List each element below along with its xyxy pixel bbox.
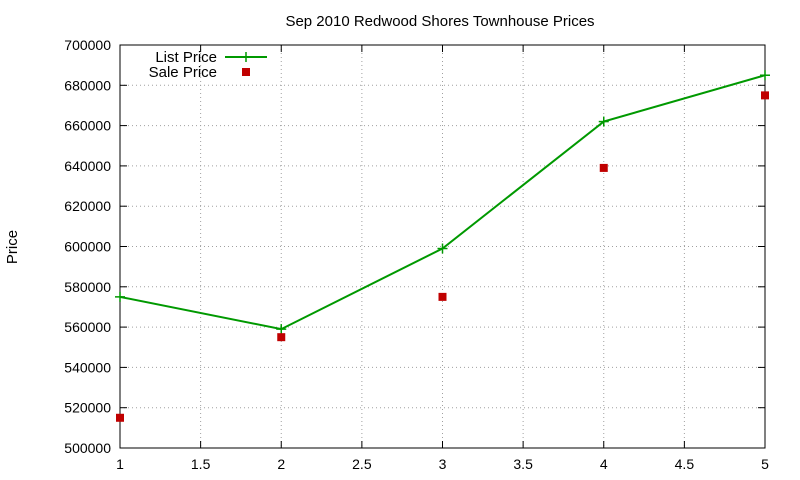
x-tick-label: 2 (277, 456, 285, 472)
y-tick-label: 700000 (64, 37, 111, 53)
y-tick-label: 600000 (64, 239, 111, 255)
y-tick-label: 660000 (64, 118, 111, 134)
x-tick-label: 3 (439, 456, 447, 472)
plot-frame (119, 44, 766, 449)
y-tick-label: 500000 (64, 440, 111, 456)
y-tick-label: 540000 (64, 359, 111, 375)
list-price-point (115, 291, 125, 302)
legend-square-marker (242, 68, 250, 76)
y-tick-label: 640000 (64, 158, 111, 174)
sale-price-point (761, 91, 769, 100)
y-axis-label: Price (4, 230, 21, 264)
legend-label: Sale Price (149, 64, 217, 81)
y-tick-label: 620000 (64, 198, 111, 214)
x-tick-label: 3.5 (513, 456, 533, 472)
x-tick-label: 5 (761, 456, 769, 472)
y-tick-label: 680000 (64, 77, 111, 93)
legend-plus-marker (241, 52, 251, 62)
x-tick-label: 2.5 (352, 456, 372, 472)
legend-label: List Price (155, 49, 217, 66)
sale-price-point (438, 292, 447, 301)
sale-price-point (116, 413, 124, 422)
list-price-point (760, 70, 770, 81)
sale-price-point (599, 163, 608, 172)
sale-price-point (277, 333, 286, 342)
list-price-point (598, 116, 609, 127)
x-tick-label: 1 (116, 456, 124, 472)
y-tick-label: 560000 (64, 319, 111, 335)
x-tick-label: 1.5 (191, 456, 211, 472)
chart-title: Sep 2010 Redwood Shores Townhouse Prices (285, 13, 594, 30)
axis-ticks: 500000 520000 540000 560000 580000 600000 6200… (64, 37, 769, 472)
list-price-point (437, 243, 448, 254)
y-tick-label: 580000 (64, 279, 111, 295)
series-layer (115, 70, 770, 422)
list-price-point (276, 324, 287, 335)
x-tick-label: 4.5 (675, 456, 695, 472)
x-tick-label: 4 (600, 456, 608, 472)
y-tick-label: 520000 (64, 400, 111, 416)
